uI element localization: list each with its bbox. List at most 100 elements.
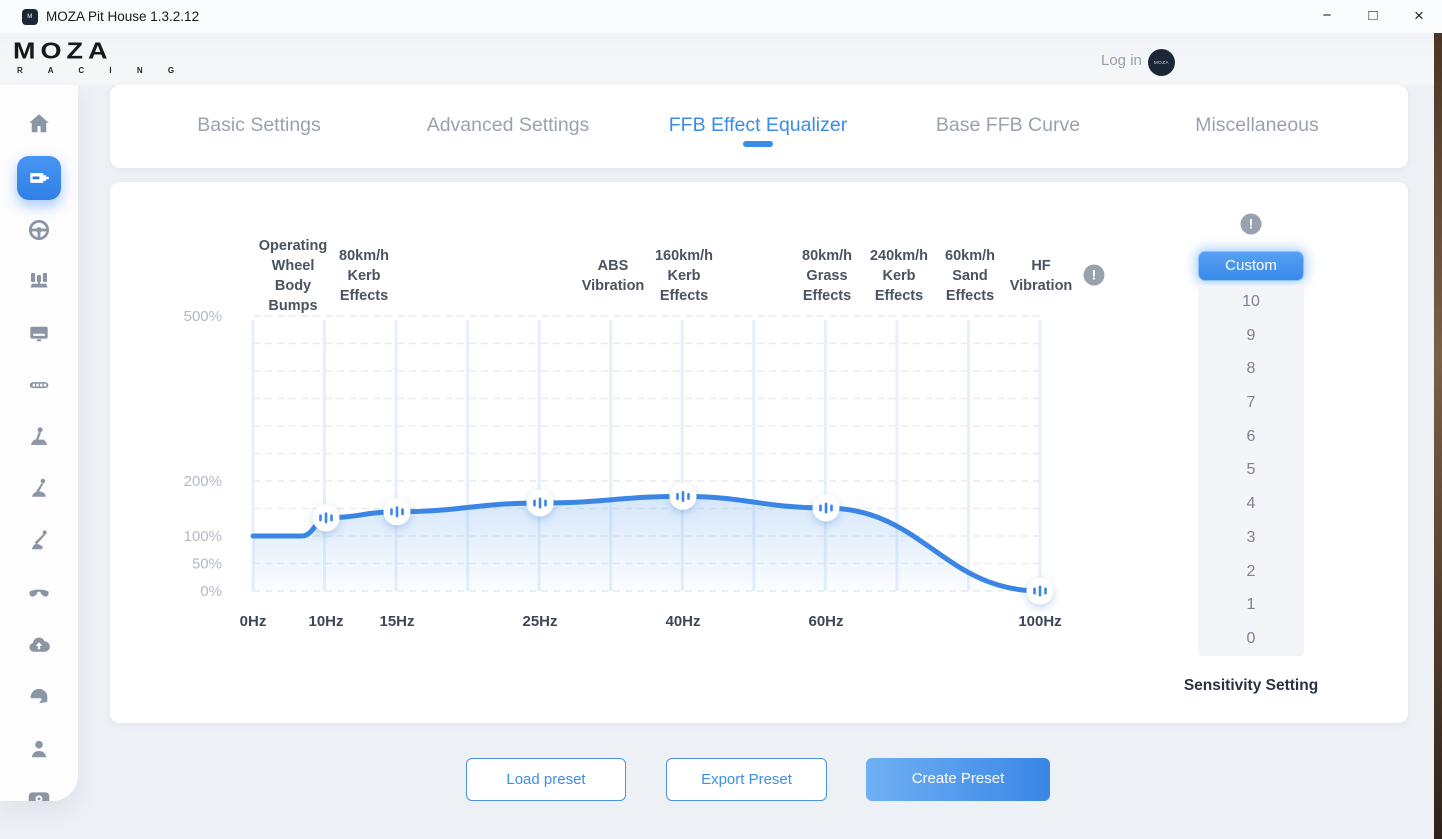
sidebar-item-monitor[interactable] (17, 311, 61, 355)
sensitivity-option-custom[interactable]: Custom (1198, 251, 1304, 281)
shifter-icon (32, 478, 46, 497)
minimize-button[interactable]: − (1322, 7, 1332, 24)
sidebar-item-sequential-lever[interactable] (17, 519, 61, 563)
sensitivity-option-3[interactable]: 3 (1246, 528, 1256, 546)
sensitivity-option-5[interactable]: 5 (1246, 461, 1256, 479)
x-axis-label: 60Hz (808, 613, 843, 630)
eq-band-label-3: 160km/h Kerb Effects (654, 248, 714, 304)
monitor-icon (30, 326, 48, 342)
desktop-wallpaper-sliver (1434, 33, 1442, 839)
sidebar-item-pedals[interactable] (17, 259, 61, 303)
handle-bar-icon (1033, 587, 1036, 595)
handle-bar-icon (533, 499, 536, 507)
y-axis-label: 50% (192, 556, 222, 573)
sidebar-item-settings[interactable] (17, 779, 61, 801)
eq-band-label-0: Operating Wheel Body Bumps (258, 238, 328, 314)
sidebar (0, 85, 78, 801)
sidebar-item-wheelbase[interactable] (17, 156, 61, 200)
steering-wheel-icon (28, 219, 50, 241)
sidebar-item-cloud-upload[interactable] (17, 623, 61, 667)
sensitivity-option-7[interactable]: 7 (1246, 394, 1256, 412)
sidebar-item-user[interactable] (17, 727, 61, 771)
handle-bar-icon (819, 504, 822, 512)
handle-bar-icon (319, 514, 322, 522)
eq-curve (250, 493, 1043, 594)
wheelbase-icon (30, 173, 49, 183)
active-tab-underline (743, 141, 773, 147)
sensitivity-option-10[interactable]: 10 (1242, 293, 1260, 310)
sensitivity-option-8[interactable]: 8 (1246, 360, 1256, 378)
tab-ffb-effect-equalizer[interactable]: FFB Effect Equalizer (668, 114, 848, 136)
handle-bar-icon (544, 499, 547, 507)
handle-bar-icon (538, 497, 542, 509)
app-header (0, 33, 1442, 85)
y-axis-label: 100% (184, 528, 222, 545)
sensitivity-option-6[interactable]: 6 (1246, 427, 1256, 445)
sidebar-item-handbrake[interactable] (17, 415, 61, 459)
eq-band-label-1: 80km/h Kerb Effects (339, 248, 389, 304)
create-preset-button[interactable]: Create Preset (866, 758, 1050, 801)
handbrake-icon (30, 427, 48, 446)
handle-bar-icon (824, 502, 828, 514)
x-axis-label: 10Hz (308, 613, 343, 630)
maximize-button[interactable]: □ (1368, 7, 1378, 24)
home-icon (29, 114, 49, 133)
tab-base-ffb-curve[interactable]: Base FFB Curve (935, 114, 1081, 136)
sensitivity-option-1[interactable]: 1 (1246, 596, 1256, 614)
eq-band-label-2: ABS Vibration (581, 258, 645, 294)
handle-bar-icon (1044, 587, 1047, 595)
moza-app-icon: M (22, 9, 38, 25)
ffb-eq-chart: 500% 200% 100% 50% 0% 0Hz 10Hz 15Hz 25Hz 40Hz 60Hz… (184, 308, 1062, 630)
handle-bar-icon (830, 504, 833, 512)
sidebar-item-home[interactable] (17, 102, 61, 146)
sensitivity-options-panel: 10 9 8 7 6 5 4 3 2 1 0 (1198, 285, 1304, 656)
tab-advanced-settings[interactable]: Advanced Settings (426, 114, 590, 136)
eq-band-label-5: 240km/h Kerb Effects (869, 248, 929, 304)
handle-bar-icon (324, 512, 328, 524)
sensitivity-option-0[interactable]: 0 (1246, 629, 1256, 647)
sidebar-item-shifter[interactable] (17, 467, 61, 511)
tab-miscellaneous[interactable]: Miscellaneous (1195, 114, 1319, 136)
sensitivity-option-9[interactable]: 9 (1246, 326, 1256, 344)
moza-logo-racing: R A C I N G (17, 66, 186, 75)
sensitivity-option-2[interactable]: 2 (1246, 562, 1256, 580)
eq-info-icon[interactable]: ! (1083, 264, 1105, 286)
helmet-icon (30, 688, 48, 704)
handle-bar-icon (676, 492, 679, 500)
sidebar-item-helmet[interactable] (17, 675, 61, 719)
settings-icon (28, 792, 50, 801)
sidebar-item-steering-wheel[interactable] (17, 208, 61, 252)
sidebar-item-wheel-rim[interactable] (17, 571, 61, 615)
x-axis-label: 100Hz (1018, 613, 1061, 630)
handle-bar-icon (681, 490, 685, 502)
handle-bar-icon (401, 508, 404, 516)
handle-bar-icon (1038, 585, 1042, 597)
wheel-rim-icon (29, 589, 49, 597)
close-button[interactable]: × (1414, 6, 1424, 25)
eq-band-label-4: 80km/h Grass Effects (802, 248, 852, 304)
handle-bar-icon (687, 492, 690, 500)
moza-logo: MOZA (13, 38, 113, 64)
window-title: MOZA Pit House 1.3.2.12 (46, 9, 200, 24)
handle-bar-icon (395, 506, 399, 518)
login-link[interactable]: Log in (1101, 52, 1142, 69)
sensitivity-option-4[interactable]: 4 (1246, 495, 1256, 513)
title-bar: M MOZA Pit House 1.3.2.12 − □ × (0, 0, 1442, 33)
x-axis-label: 0Hz (240, 613, 267, 630)
tab-basic-settings[interactable]: Basic Settings (197, 114, 321, 136)
sequential-lever-icon (32, 530, 47, 550)
export-preset-button[interactable]: Export Preset (666, 758, 827, 801)
avatar[interactable]: MOZA (1148, 49, 1175, 76)
handle-bar-icon (390, 508, 393, 516)
sensitivity-info-icon[interactable]: ! (1240, 213, 1262, 235)
sensitivity-setting-label: Sensitivity Setting (1183, 677, 1319, 694)
user-icon (31, 740, 47, 758)
x-axis-label: 15Hz (379, 613, 414, 630)
pedals-icon (30, 272, 48, 288)
sidebar-item-dashboard[interactable] (17, 363, 61, 407)
y-axis-label: 0% (200, 583, 222, 600)
load-preset-button[interactable]: Load preset (466, 758, 626, 801)
eq-curve-area (253, 496, 1040, 591)
dashboard-led-icon (29, 382, 49, 389)
tab-bar: Basic Settings Advanced Settings FFB Eff… (110, 85, 1408, 168)
